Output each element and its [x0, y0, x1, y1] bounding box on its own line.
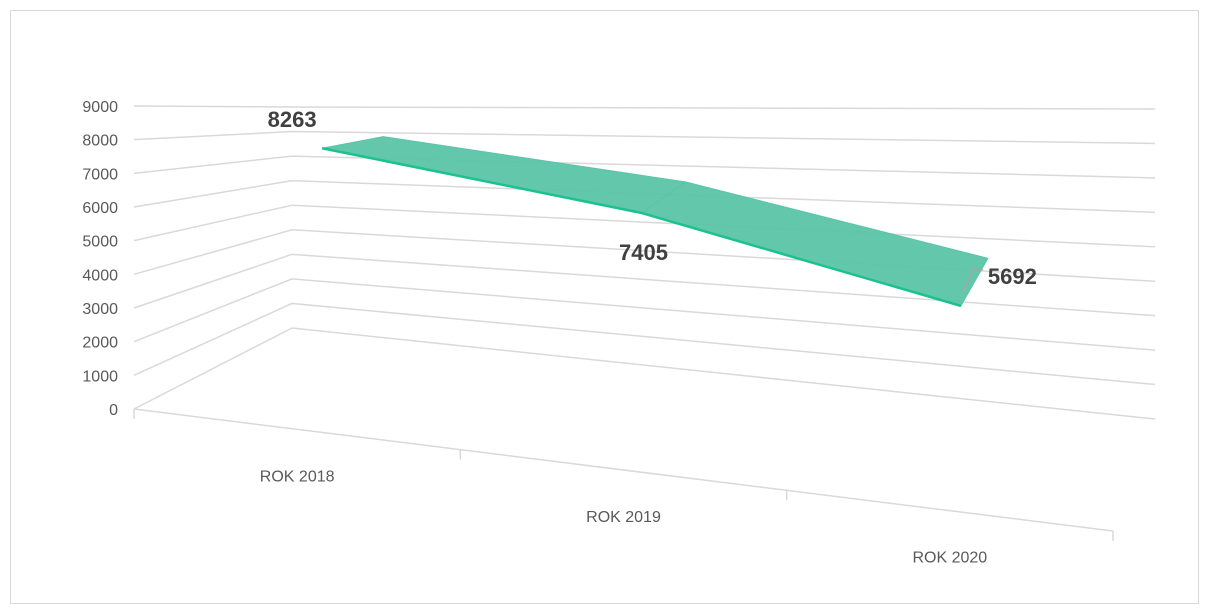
data-label: 5692	[988, 264, 1037, 289]
gridline	[133, 155, 1156, 179]
gridline	[133, 179, 1156, 214]
y-tick-label: 2000	[82, 335, 118, 352]
y-tick-label: 8000	[82, 133, 118, 150]
x-tick-label: ROK 2019	[586, 509, 661, 526]
data-label: 8263	[268, 107, 317, 132]
ribbon-front-edge	[321, 147, 962, 308]
gridline	[133, 105, 1156, 110]
data-labels: 8263 7405 5692	[268, 107, 1037, 293]
x-tick-label: ROK 2020	[912, 550, 987, 567]
gridline	[133, 130, 1156, 145]
y-tick-label: 1000	[82, 368, 118, 385]
y-tick-label: 6000	[82, 200, 118, 217]
y-tick-label: 3000	[82, 301, 118, 318]
series-ribbon	[321, 136, 989, 308]
gridline	[133, 302, 1156, 386]
y-tick-label: 7000	[82, 166, 118, 183]
data-label: 7405	[619, 240, 668, 265]
x-tick-label: ROK 2018	[260, 468, 335, 485]
x-axis-line	[133, 408, 1114, 532]
data-label-leader	[962, 269, 983, 293]
y-tick-label: 4000	[82, 267, 118, 284]
gridline	[133, 278, 1156, 351]
x-tick-labels: ROK 2018 ROK 2019 ROK 2020	[260, 468, 987, 566]
y-tick-label: 5000	[82, 234, 118, 251]
y-tick-labels: 0 1000 2000 3000 4000 5000 6000 7000 8000 9000	[82, 99, 118, 419]
axes	[133, 408, 1114, 541]
y-tick-label: 0	[109, 402, 118, 419]
gridline	[133, 327, 1156, 420]
y-tick-label: 9000	[82, 99, 118, 116]
ribbon-segment	[322, 136, 687, 214]
gridline	[133, 253, 1156, 317]
